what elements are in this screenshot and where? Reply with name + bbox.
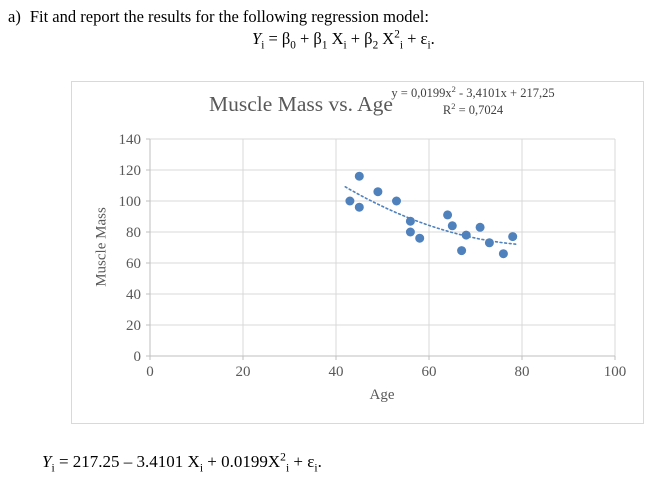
- trendline-annotation: y = 0,0199x2 - 3,4101x + 217,25 R2 = 0,7…: [368, 85, 578, 118]
- data-point: [498, 249, 508, 259]
- y-tick-label: 60: [126, 256, 141, 272]
- y-tick-label: 100: [119, 194, 142, 210]
- data-point: [461, 230, 471, 240]
- y-tick-label: 20: [126, 318, 141, 334]
- x-tick-label: 80: [515, 364, 530, 380]
- data-point: [447, 221, 457, 231]
- data-point: [354, 171, 364, 181]
- x-axis-title: Age: [369, 387, 395, 403]
- fitted-equation: Yi = 217.25 – 3.4101 Xi + 0.0199X2i + εi…: [42, 450, 322, 475]
- regression-model-equation: Yi = β0 + β1 Xi + β2 X2i + εi.: [252, 28, 435, 52]
- data-point: [405, 216, 415, 226]
- trendline-equation-label: y = 0,0199x2 - 3,4101x + 217,25: [391, 83, 555, 100]
- question-prompt-text: Fit and report the results for the follo…: [29, 7, 429, 26]
- data-point: [508, 232, 518, 242]
- y-tick-label: 80: [126, 225, 141, 241]
- y-tick-label: 40: [126, 287, 141, 303]
- data-point: [354, 202, 364, 212]
- data-point: [443, 210, 453, 220]
- scatter-chart: Muscle Mass vs. Age y = 0,0199x2 - 3,410…: [71, 81, 644, 424]
- x-tick-label: 20: [236, 364, 251, 380]
- data-point: [415, 233, 425, 243]
- data-point: [392, 196, 401, 206]
- data-point: [345, 196, 355, 206]
- data-point: [457, 246, 467, 256]
- question-prompt: a) Fit and report the results for the fol…: [8, 7, 429, 27]
- data-point: [484, 238, 494, 248]
- trendline-r2-label: R2 = 0,7024: [442, 100, 504, 117]
- data-point: [373, 187, 383, 197]
- data-point: [405, 227, 415, 237]
- question-item-label: a): [8, 7, 21, 26]
- y-tick-label: 140: [119, 132, 142, 148]
- x-tick-label: 0: [146, 364, 154, 380]
- y-tick-label: 120: [119, 163, 142, 179]
- x-tick-label: 40: [329, 364, 344, 380]
- data-point: [475, 222, 485, 232]
- y-tick-label: 0: [134, 349, 142, 365]
- trendline-path: [344, 186, 519, 246]
- x-tick-label: 100: [604, 364, 627, 380]
- chart-title: Muscle Mass vs. Age: [209, 92, 393, 116]
- plot-area: 0 20 40 60 80 100 120 140 0 20 40 60 80 100: [119, 132, 627, 380]
- x-tick-label: 60: [422, 364, 437, 380]
